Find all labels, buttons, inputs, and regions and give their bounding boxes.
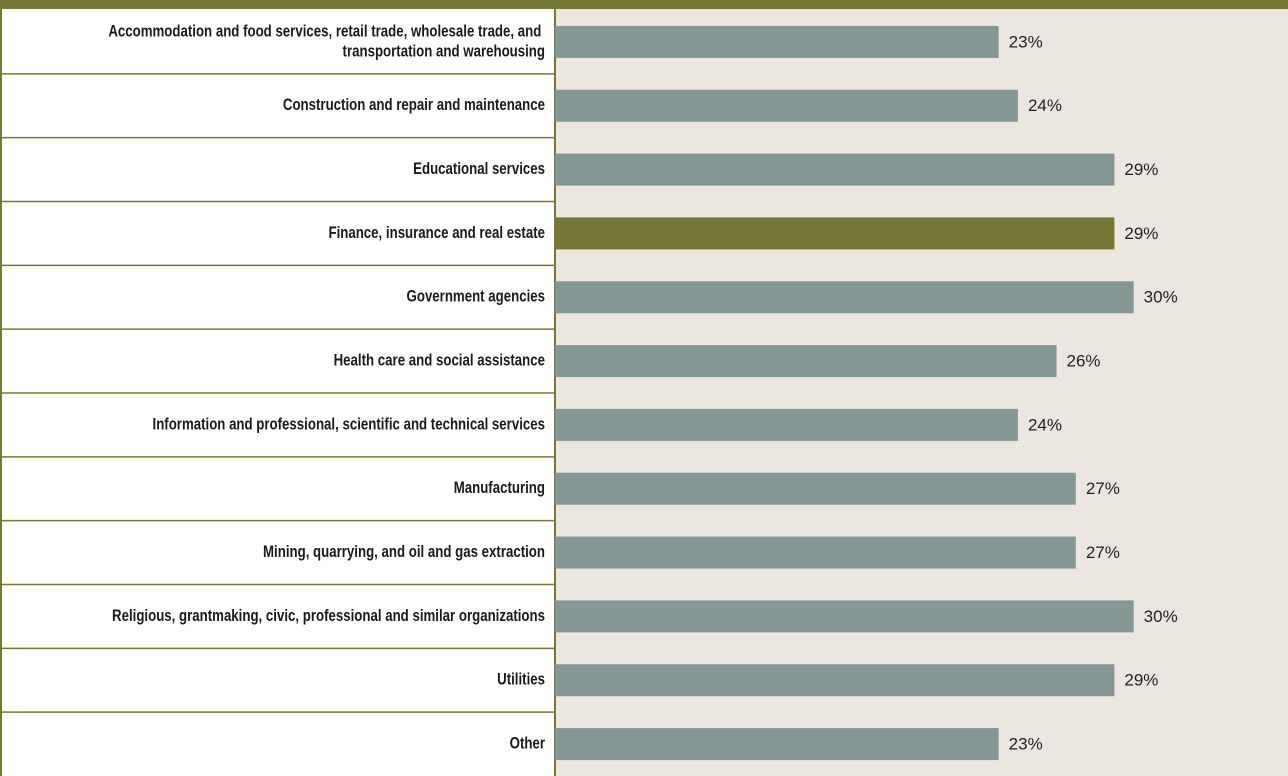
value-label: 29% <box>1124 160 1158 179</box>
value-label: 26% <box>1067 352 1101 371</box>
value-label: 23% <box>1009 32 1043 51</box>
bar <box>555 408 1018 441</box>
bar <box>555 728 999 761</box>
category-label: Other <box>510 734 545 753</box>
bar <box>555 281 1134 314</box>
category-label: Government agencies <box>407 287 545 306</box>
category-label: Manufacturing <box>454 479 545 498</box>
value-label: 24% <box>1028 96 1062 115</box>
bar <box>555 25 999 58</box>
value-label: 24% <box>1028 415 1062 434</box>
value-label: 23% <box>1009 735 1043 754</box>
category-label: Health care and social assistance <box>334 351 545 370</box>
value-label: 30% <box>1144 607 1178 626</box>
value-label: 29% <box>1124 671 1158 690</box>
bar <box>555 345 1057 378</box>
category-label: Religious, grantmaking, civic, professio… <box>112 606 545 625</box>
bar <box>555 472 1076 505</box>
bar <box>555 600 1134 633</box>
value-label: 27% <box>1086 543 1120 562</box>
category-label: Mining, quarrying, and oil and gas extra… <box>263 543 545 562</box>
category-label: Information and professional, scientific… <box>153 415 545 434</box>
value-label: 30% <box>1144 288 1178 307</box>
category-label: Utilities <box>497 670 545 689</box>
plot-area <box>555 8 1288 776</box>
bar <box>555 217 1115 250</box>
category-label: Accommodation and food services, retail … <box>108 22 545 61</box>
bar <box>555 664 1115 697</box>
value-label: 29% <box>1124 224 1158 243</box>
bar <box>555 89 1018 122</box>
value-label: 27% <box>1086 479 1120 498</box>
category-label-line: Accommodation and food services, retail … <box>108 22 545 41</box>
category-label: Construction and repair and maintenance <box>283 96 545 115</box>
category-label-line: transportation and warehousing <box>343 42 545 61</box>
top-band <box>0 0 1288 9</box>
category-label: Finance, insurance and real estate <box>328 223 545 242</box>
bar <box>555 536 1076 569</box>
bar <box>555 153 1115 186</box>
category-label: Educational services <box>413 160 545 179</box>
